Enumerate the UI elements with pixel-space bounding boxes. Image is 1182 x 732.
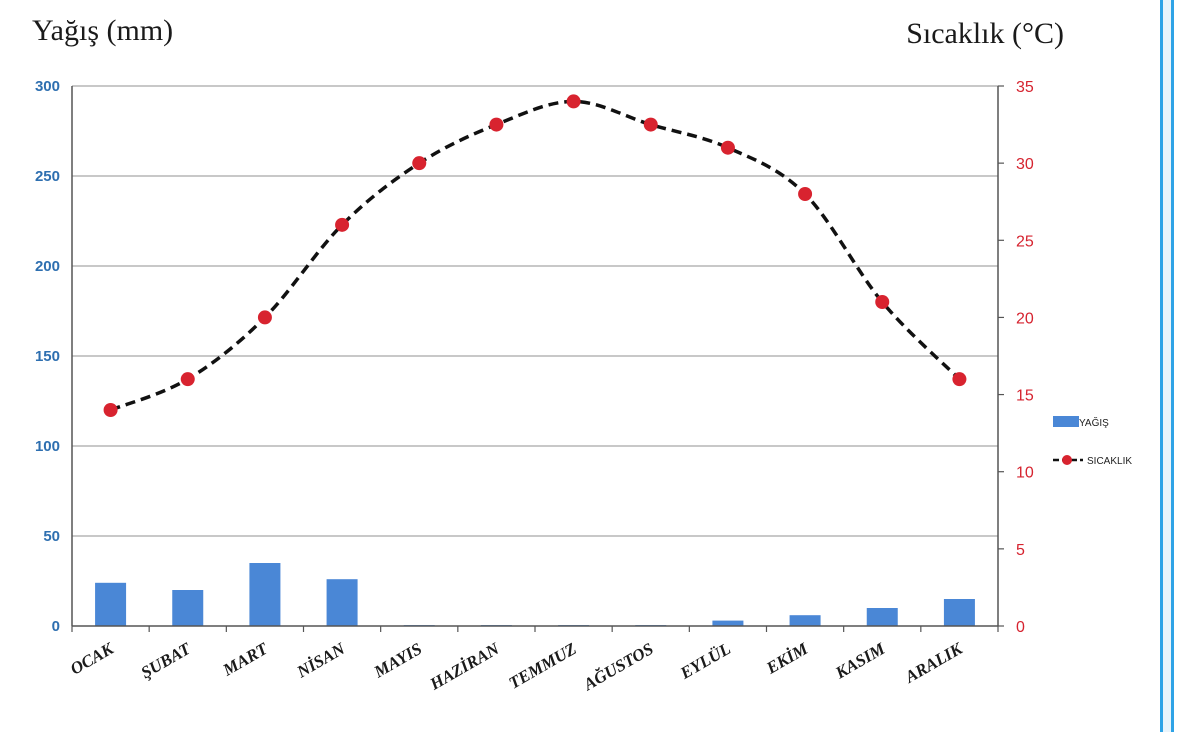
bar-şubat — [172, 590, 204, 626]
frame-border — [1160, 0, 1174, 732]
month-label: TEMMUZ — [505, 639, 579, 693]
legend: YAĞIŞ SICAKLIK — [1053, 416, 1132, 467]
left-tick-label: 50 — [43, 528, 60, 545]
temperature-point-aralik — [952, 372, 967, 387]
temperature-point-temmuz — [566, 94, 581, 109]
temperature-point-eylül — [720, 140, 735, 155]
right-tick-label: 10 — [1016, 465, 1034, 482]
bar-eylül — [712, 620, 744, 626]
month-label: ARALIK — [901, 638, 967, 687]
temperature-point-eki̇m — [798, 187, 813, 201]
gridlines — [72, 85, 998, 537]
temperature-series — [103, 94, 967, 417]
legend-bar-swatch — [1053, 416, 1079, 427]
right-axis-title: Sıcaklık (°C) — [906, 17, 1064, 50]
left-tick-label: 200 — [35, 258, 60, 275]
month-label: AĞUSTOS — [580, 639, 657, 695]
temperature-point-mart — [257, 310, 272, 325]
temperature-point-kasim — [875, 295, 890, 309]
left-axis-title: Yağış (mm) — [32, 14, 173, 47]
month-label: MAYIS — [370, 639, 425, 682]
x-axis-labels: OCAK ŞUBAT MART NİSAN MAYIS HAZİRAN TEMMUZ AĞUS… — [67, 638, 967, 694]
left-tick-label: 300 — [35, 78, 60, 95]
bar-ocak — [95, 582, 127, 626]
temperature-point-ocak — [103, 403, 118, 417]
bar-kasim — [866, 608, 898, 626]
left-axis-ticks: 0 50 100 150 200 250 300 — [35, 78, 60, 635]
left-tick-label: 0 — [52, 618, 60, 635]
bar-mart — [249, 563, 281, 626]
right-tick-label: 20 — [1016, 310, 1034, 327]
month-label: EKİM — [762, 639, 812, 679]
month-label: ŞUBAT — [138, 639, 195, 683]
right-tick-label: 5 — [1016, 542, 1025, 559]
right-tick-label: 15 — [1016, 388, 1034, 405]
temperature-point-hazi̇ran — [489, 117, 504, 132]
chart-axes — [71, 86, 999, 632]
month-label: HAZİRAN — [426, 639, 503, 695]
right-tick-label: 0 — [1016, 619, 1025, 636]
temperature-point-şubat — [180, 372, 195, 387]
legend-label-yagis: YAĞIŞ — [1079, 416, 1109, 429]
left-tick-label: 250 — [35, 168, 60, 185]
month-label: NİSAN — [293, 639, 349, 682]
temperature-line — [109, 99, 961, 412]
bar-aralik — [943, 599, 975, 626]
precipitation-bars — [95, 563, 975, 626]
bar-ni̇san — [326, 579, 358, 626]
legend-marker — [1062, 455, 1072, 465]
month-label: KASIM — [831, 639, 889, 683]
legend-label-sicaklik: SICAKLIK — [1087, 456, 1132, 467]
temperature-point-ağustos — [643, 117, 658, 132]
left-tick-label: 100 — [35, 438, 60, 455]
left-tick-label: 150 — [35, 348, 60, 365]
right-axis-ticks: 0 5 10 15 20 25 30 35 — [998, 79, 1034, 636]
bar-eki̇m — [789, 615, 821, 626]
right-tick-label: 25 — [1016, 233, 1034, 250]
temperature-point-mayis — [412, 156, 427, 171]
month-label: EYLÜL — [676, 639, 734, 683]
right-tick-label: 30 — [1016, 156, 1034, 173]
month-label: OCAK — [67, 638, 118, 678]
right-tick-label: 35 — [1016, 79, 1034, 96]
temperature-point-ni̇san — [335, 217, 350, 232]
month-label: MART — [219, 639, 272, 680]
